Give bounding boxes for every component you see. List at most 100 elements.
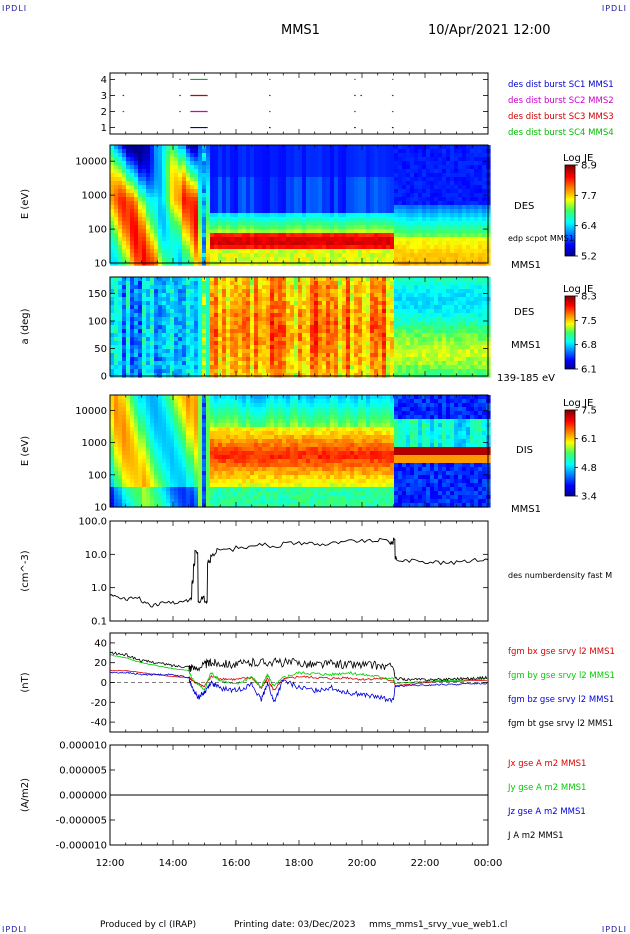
- spectrogram-cell: [254, 285, 259, 290]
- spectrogram-cell: [142, 337, 147, 342]
- spectrogram-cell: [478, 253, 483, 258]
- spectrogram-cell: [226, 161, 231, 166]
- spectrogram-cell: [138, 289, 143, 294]
- spectrogram-cell: [246, 329, 251, 334]
- spectrogram-cell: [210, 185, 215, 190]
- spectrogram-cell: [302, 197, 307, 202]
- spectrogram-cell: [410, 365, 415, 370]
- spectrogram-cell: [418, 205, 423, 210]
- spectrogram-cell: [426, 257, 431, 262]
- spectrogram-cell: [358, 277, 363, 282]
- spectrogram-cell: [302, 357, 307, 362]
- spectrogram-cell: [306, 345, 311, 350]
- spectrogram-cell: [286, 289, 291, 294]
- spectrogram-cell: [398, 165, 403, 170]
- spectrogram-cell: [266, 281, 271, 286]
- spectrogram-cell: [246, 201, 251, 206]
- spectrogram-cell: [470, 249, 475, 254]
- spectrogram-cell: [118, 245, 123, 250]
- spectrogram-cell: [390, 149, 395, 154]
- spectrogram-cell: [218, 357, 223, 362]
- spectrogram-cell: [326, 257, 331, 262]
- spectrogram-cell: [430, 373, 435, 378]
- spectrogram-cell: [162, 325, 167, 330]
- spectrogram-cell: [362, 221, 367, 226]
- spectrogram-cell: [118, 365, 123, 370]
- spectrogram-cell: [446, 201, 451, 206]
- spectrogram-cell: [370, 361, 375, 366]
- spectrogram-cell: [190, 157, 195, 162]
- spectrogram-cell: [178, 249, 183, 254]
- spectrogram-cell: [402, 361, 407, 366]
- spectrogram-cell: [174, 341, 179, 346]
- spectrogram-cell: [334, 365, 339, 370]
- spectrogram-cell: [122, 233, 127, 238]
- spectrogram-cell: [318, 245, 323, 250]
- spectrogram-cell: [214, 165, 219, 170]
- spectrogram-cell: [334, 253, 339, 258]
- spectrogram-cell: [366, 237, 371, 242]
- spectrogram-cell: [362, 289, 367, 294]
- spectrogram-cell: [262, 193, 267, 198]
- spectrogram-cell: [322, 369, 327, 374]
- spectrogram-cell: [122, 361, 127, 366]
- spectrogram-cell: [234, 345, 239, 350]
- spectrogram-cell: [406, 321, 411, 326]
- spectrogram-cell: [170, 157, 175, 162]
- spectrogram-cell: [430, 285, 435, 290]
- spectrogram-cell: [398, 281, 403, 286]
- spectrogram-cell: [466, 161, 471, 166]
- spectrogram-cell: [226, 257, 231, 262]
- spectrogram-cell: [438, 353, 443, 358]
- spectrogram-cell: [370, 217, 375, 222]
- spectrogram-cell: [350, 157, 355, 162]
- spectrogram-cell: [418, 145, 423, 150]
- spectrogram-cell: [454, 193, 459, 198]
- spectrogram-cell: [370, 313, 375, 318]
- spectrogram-cell: [130, 153, 135, 158]
- spectrogram-cell: [130, 221, 135, 226]
- spectrogram-cell: [434, 181, 439, 186]
- spectrogram-cell: [426, 157, 431, 162]
- spectrogram-cell: [314, 333, 319, 338]
- spectrogram-cell: [262, 285, 267, 290]
- spectrogram-cell: [342, 285, 347, 290]
- spectrogram-cell: [394, 373, 399, 378]
- spectrogram-cell: [306, 181, 311, 186]
- spectrogram-cell: [202, 289, 207, 294]
- spectrogram-cell: [394, 157, 399, 162]
- spectrogram-cell: [234, 341, 239, 346]
- spectrogram-cell: [322, 345, 327, 350]
- spectrogram-cell: [362, 293, 367, 298]
- spectrogram-cell: [422, 321, 427, 326]
- spectrogram-cell: [294, 197, 299, 202]
- spectrogram-cell: [266, 329, 271, 334]
- spectrogram-cell: [162, 253, 167, 258]
- spectrogram-cell: [318, 233, 323, 238]
- spectrogram-cell: [398, 309, 403, 314]
- spectrogram-cell: [270, 281, 275, 286]
- spectrogram-cell: [362, 253, 367, 258]
- spectrogram-cell: [402, 253, 407, 258]
- spectrogram-cell: [190, 205, 195, 210]
- spectrogram-cell: [234, 157, 239, 162]
- spectrogram-cell: [374, 329, 379, 334]
- spectrogram-cell: [274, 177, 279, 182]
- spectrogram-cell: [390, 329, 395, 334]
- spectrogram-cell: [314, 185, 319, 190]
- spectrogram-cell: [378, 373, 383, 378]
- spectrogram-cell: [466, 213, 471, 218]
- spectrogram-cell: [318, 325, 323, 330]
- spectrogram-cell: [318, 145, 323, 150]
- spectrogram-cell: [274, 285, 279, 290]
- spectrogram-cell: [226, 233, 231, 238]
- spectrogram-cell: [238, 221, 243, 226]
- spectrogram-cell: [390, 209, 395, 214]
- spectrogram-cell: [154, 297, 159, 302]
- spectrogram-cell: [230, 149, 235, 154]
- spectrogram-cell: [410, 177, 415, 182]
- spectrogram-cell: [186, 257, 191, 262]
- spectrogram-cell: [170, 361, 175, 366]
- spectrogram-cell: [414, 165, 419, 170]
- spectrogram-cell: [154, 349, 159, 354]
